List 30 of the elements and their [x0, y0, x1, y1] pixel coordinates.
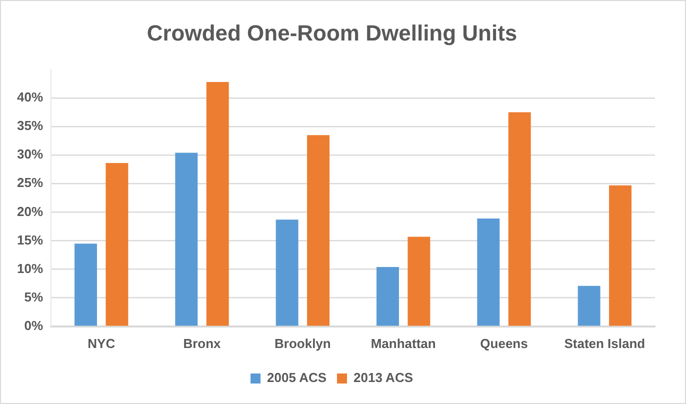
- bar: [206, 82, 229, 326]
- bar: [477, 218, 500, 326]
- bar: [376, 267, 399, 326]
- legend-label: 2005 ACS: [267, 370, 327, 386]
- bar: [307, 135, 330, 326]
- chart-title: Crowded One-Room Dwelling Units: [146, 20, 518, 46]
- bar: [578, 286, 600, 326]
- bar: [74, 244, 97, 326]
- bar: [508, 112, 531, 326]
- y-tick-label: 5%: [24, 289, 44, 304]
- x-tick-label: Manhattan: [370, 336, 436, 351]
- y-tick-label: 35%: [16, 118, 44, 134]
- y-tick-label: 20%: [16, 204, 44, 219]
- bar: [609, 185, 632, 326]
- y-tick-label: 10%: [16, 260, 44, 276]
- y-tick-label: 25%: [16, 175, 44, 190]
- x-tick-label: Queens: [480, 336, 528, 351]
- x-tick-label: Bronx: [183, 336, 222, 351]
- y-tick-label: 40%: [16, 90, 44, 105]
- x-tick-label: Staten Island: [564, 336, 646, 351]
- bar: [276, 220, 298, 326]
- y-tick-label: 0%: [24, 318, 44, 333]
- y-tick-label: 30%: [16, 146, 44, 162]
- bar: [106, 163, 128, 326]
- legend-label: 2013 ACS: [354, 370, 414, 386]
- x-tick-label: Brooklyn: [274, 336, 331, 351]
- bar: [408, 236, 430, 326]
- y-tick-label: 15%: [16, 232, 44, 248]
- bar: [175, 152, 198, 326]
- x-tick-label: NYC: [88, 336, 116, 351]
